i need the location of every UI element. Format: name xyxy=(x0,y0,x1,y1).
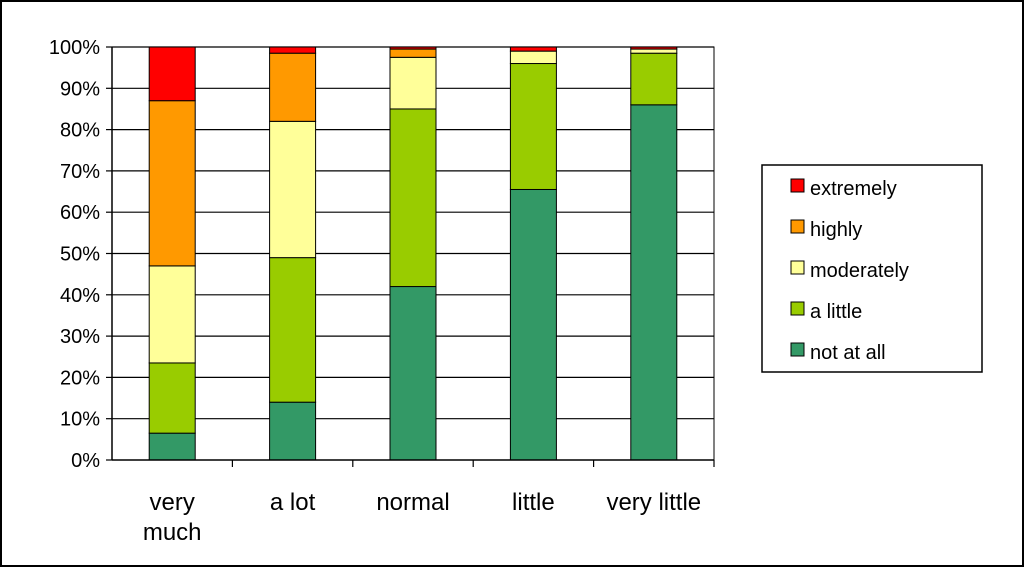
x-category-label: much xyxy=(143,519,202,546)
y-tick-label: 10% xyxy=(60,409,100,431)
bar-segment xyxy=(630,104,678,461)
legend-label: moderately xyxy=(810,260,909,282)
legend-label: highly xyxy=(810,219,862,241)
bar-segment xyxy=(389,46,437,50)
bar-segment xyxy=(389,286,437,461)
bar-segment xyxy=(509,63,557,190)
y-tick-label: 40% xyxy=(60,285,100,307)
x-category-label: a lot xyxy=(270,489,316,516)
legend-swatch xyxy=(790,260,805,275)
bar-segment xyxy=(269,46,317,54)
bar-segment xyxy=(148,46,196,102)
bar-segment xyxy=(389,108,437,288)
x-category-label: normal xyxy=(376,489,449,516)
bar-segment xyxy=(269,257,317,403)
bar-segment xyxy=(630,48,678,54)
x-category-label: little xyxy=(512,489,555,516)
x-category-label: very little xyxy=(606,489,701,516)
bar-segment xyxy=(630,46,678,50)
legend-swatch xyxy=(790,301,805,316)
bar-segment xyxy=(389,48,437,58)
legend-label: extremely xyxy=(810,178,897,200)
y-tick-label: 100% xyxy=(49,37,100,59)
bar-segment xyxy=(630,52,678,106)
bar-segment xyxy=(389,56,437,110)
bar-segment xyxy=(269,52,317,122)
bar-segment xyxy=(148,100,196,267)
bar-segment xyxy=(148,362,196,434)
y-tick-label: 50% xyxy=(60,244,100,266)
bar-segment xyxy=(509,50,557,65)
y-tick-label: 70% xyxy=(60,161,100,183)
bar-segment xyxy=(509,188,557,461)
legend-label: a little xyxy=(810,301,862,323)
y-tick-label: 60% xyxy=(60,202,100,224)
bar-segment xyxy=(148,265,196,364)
y-tick-label: 90% xyxy=(60,78,100,100)
legend-swatch xyxy=(790,219,805,234)
legend-swatch xyxy=(790,342,805,357)
x-category-label: very xyxy=(150,489,195,516)
bar-segment xyxy=(269,401,317,461)
y-tick-label: 0% xyxy=(71,450,100,472)
bar-segment xyxy=(148,432,196,461)
legend-swatch xyxy=(790,178,805,193)
legend-label: not at all xyxy=(810,342,886,364)
bar-segment xyxy=(269,120,317,259)
y-tick-label: 80% xyxy=(60,120,100,142)
y-tick-label: 20% xyxy=(60,367,100,389)
bar-segment xyxy=(509,46,557,52)
y-tick-label: 30% xyxy=(60,326,100,348)
